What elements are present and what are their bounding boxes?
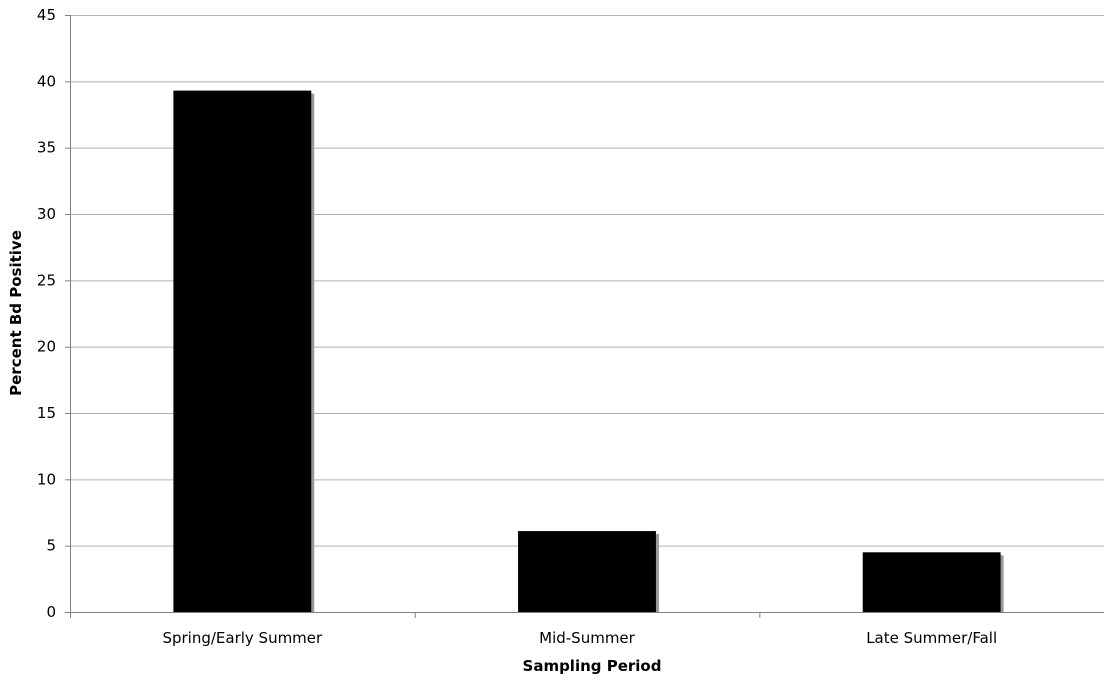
y-tick-label: 20	[37, 338, 56, 356]
x-tick-label: Spring/Early Summer	[162, 629, 323, 647]
y-tick-label: 0	[46, 603, 56, 621]
x-tick-label: Late Summer/Fall	[866, 629, 997, 647]
y-axis-title: Percent Bd Positive	[7, 230, 25, 396]
y-tick-label: 15	[37, 404, 56, 422]
axes	[65, 15, 1104, 618]
bars	[173, 90, 1001, 613]
y-tick-label: 45	[37, 6, 56, 24]
x-tick-labels: Spring/Early Summer Mid-Summer Late Summer…	[162, 629, 997, 647]
y-tick-label: 30	[37, 205, 56, 223]
bar-2	[518, 531, 656, 612]
y-tick-label: 35	[37, 139, 56, 157]
bar-3	[862, 552, 1001, 612]
y-tick-label: 25	[37, 271, 56, 289]
x-tick-label: Mid-Summer	[539, 629, 636, 647]
y-tick-label: 5	[46, 537, 56, 555]
y-tick-label: 40	[37, 72, 56, 90]
y-tick-label: 10	[37, 470, 56, 488]
y-tick-labels: 0 5 10 15 20 25 30 35 40 45	[37, 6, 56, 621]
x-axis-title: Sampling Period	[523, 657, 662, 675]
bar-1	[173, 90, 312, 613]
